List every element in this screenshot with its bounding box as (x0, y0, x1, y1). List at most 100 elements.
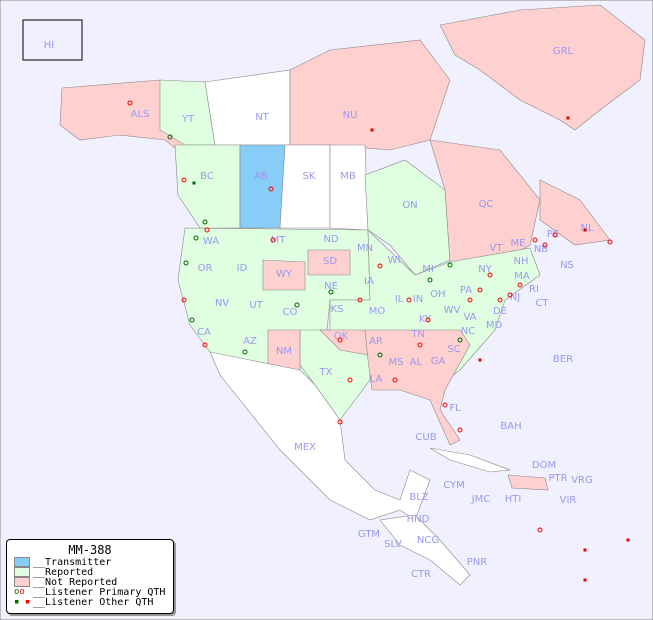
legend-item-transmitter: __Transmitter (7, 556, 173, 568)
region-ab[interactable] (239, 144, 286, 229)
listener-primary-qth-marker (294, 302, 300, 308)
label-nh: NH (514, 256, 529, 267)
label-ma: MA (514, 271, 530, 282)
label-wv: WV (444, 305, 461, 316)
listener-primary-qth-marker (406, 297, 412, 303)
label-ct: CT (535, 298, 549, 309)
label-me: ME (511, 238, 526, 249)
listener-primary-qth-marker (377, 263, 383, 269)
label-vir: VIR (560, 495, 577, 506)
region-nt[interactable] (204, 69, 291, 146)
region-south[interactable] (364, 329, 471, 446)
reported-swatch (14, 567, 30, 577)
label-az: AZ (243, 336, 257, 347)
label-il: IL (395, 294, 404, 305)
legend-item-primary: oo __Listener Primary QTH (7, 586, 173, 598)
label-de: DE (493, 306, 507, 317)
listener-primary-qth-marker (127, 100, 133, 106)
legend-label: __Reported (33, 566, 94, 578)
region-his[interactable] (507, 474, 549, 491)
label-gtm: GTM (358, 529, 380, 540)
label-blz: BLZ (409, 492, 428, 503)
label-ne: NE (324, 281, 338, 292)
listener-primary-qth-marker (467, 297, 473, 303)
label-al: AL (410, 357, 423, 368)
label-dom: DOM (532, 460, 556, 471)
listener-primary-qth-marker (457, 427, 463, 433)
label-nt: NT (255, 112, 269, 123)
label-vt: VT (490, 243, 504, 254)
label-on: ON (402, 200, 417, 211)
label-mb: MB (340, 171, 356, 182)
region-sd[interactable] (307, 249, 351, 276)
listener-primary-qth-marker (268, 186, 274, 192)
region-grl[interactable] (439, 4, 646, 131)
label-hnd: HND (407, 514, 430, 525)
listener-primary-qth-marker (270, 237, 276, 243)
listener-primary-qth-marker (377, 352, 383, 358)
label-md: MD (486, 320, 503, 331)
label-jmc: JMC (471, 494, 491, 505)
region-mex[interactable] (209, 351, 431, 521)
listener-other-qth-marker (566, 116, 570, 120)
label-co: CO (283, 307, 298, 318)
region-central-america[interactable] (379, 514, 471, 586)
region-bc[interactable] (174, 144, 241, 229)
label-mt: MT (271, 235, 287, 246)
legend-item-reported: __Reported (7, 566, 173, 578)
label-cym: CYM (443, 480, 465, 491)
label-hti: HTI (505, 494, 522, 505)
label-ga: GA (431, 356, 446, 367)
listener-other-qth-marker (583, 548, 587, 552)
listener-primary-qth-marker (487, 272, 493, 278)
listener-primary-qth-marker (532, 237, 538, 243)
listener-primary-qth-marker (392, 377, 398, 383)
label-ky: KY (419, 314, 432, 325)
region-nl[interactable] (539, 179, 611, 246)
label-pa: PA (460, 285, 472, 296)
region-wy[interactable] (262, 259, 306, 291)
label-wa: WA (203, 236, 219, 247)
label-nb: NB (534, 244, 548, 255)
legend-label: __Listener Other QTH (33, 596, 154, 608)
legend-label: __Not Reported (33, 576, 118, 588)
label-ber: BER (553, 354, 573, 365)
legend-label: __Listener Primary QTH (33, 586, 166, 598)
legend: MM-388 __Transmitter __Reported __Not Re… (6, 539, 174, 614)
label-ms: MS (389, 357, 404, 368)
label-oh: OH (430, 289, 445, 300)
label-ncg: NCG (417, 535, 439, 546)
label-ca: CA (197, 327, 211, 338)
label-mi: MI (422, 264, 434, 275)
region-mb[interactable] (329, 144, 369, 231)
listener-primary-qth-marker (542, 242, 548, 248)
listener-other-qth-marker (583, 578, 587, 582)
listener-primary-qth-marker (189, 317, 195, 323)
label-mo: MO (369, 306, 386, 317)
listener-primary-qth-marker (447, 262, 453, 268)
legend-label: __Transmitter (33, 556, 112, 568)
region-cub[interactable] (429, 447, 511, 473)
label-ns: NS (560, 260, 574, 271)
listener-primary-qth-marker (425, 317, 431, 323)
listener-primary-qth-marker (417, 342, 423, 348)
listener-primary-qth-marker (497, 297, 503, 303)
listener-other-qth-marker (370, 128, 374, 132)
legend-item-other: ▪ ▪ __Listener Other QTH (7, 596, 173, 608)
label-ctr: CTR (411, 569, 431, 580)
label-nm: NM (276, 346, 292, 357)
label-tn: TN (410, 329, 425, 340)
legend-item-not-reported: __Not Reported (7, 576, 173, 588)
label-ia: IA (364, 276, 374, 287)
listener-primary-qth-marker (328, 289, 334, 295)
label-slv: SLV (384, 539, 402, 550)
listener-primary-qth-marker (517, 282, 523, 288)
listener-other-qth-marker (626, 538, 630, 542)
label-mex: MEX (294, 442, 316, 453)
region-sk[interactable] (279, 144, 331, 229)
other-qth-icon: ▪ ▪ (14, 597, 31, 607)
listener-primary-qth-marker (337, 419, 343, 425)
region-on[interactable] (364, 159, 451, 276)
